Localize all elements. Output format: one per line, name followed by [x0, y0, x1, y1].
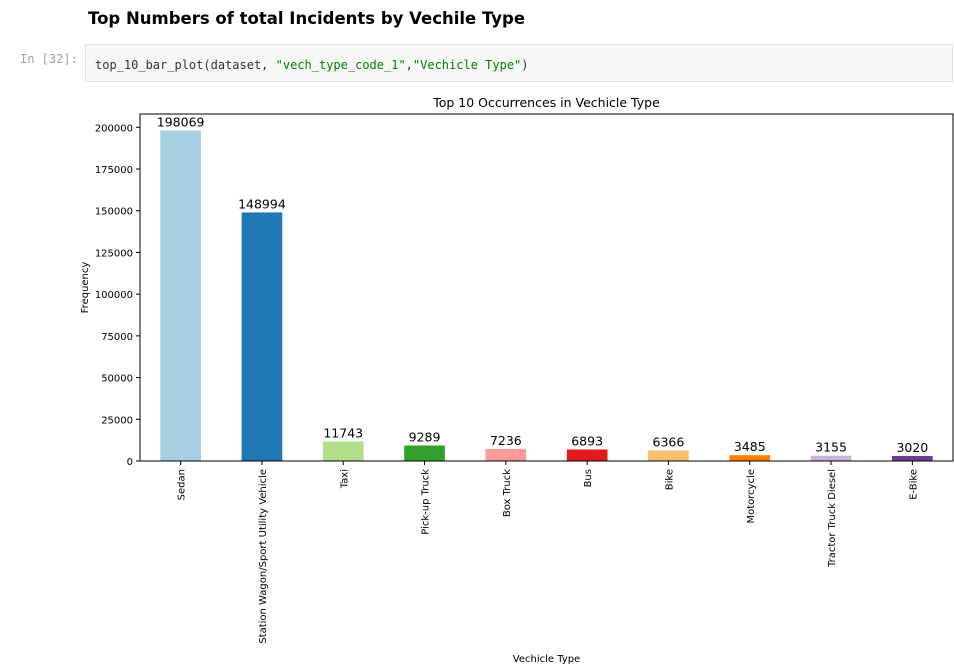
bar-value-label-2: 148994 [238, 196, 286, 211]
x-tick-label-4: Pick-up Truck [421, 469, 432, 535]
y-tick-label: 200000 [95, 123, 133, 134]
y-tick-label: 125000 [95, 248, 133, 259]
x-tick-label-5: Box Truck [502, 469, 513, 517]
bar-2 [241, 212, 283, 461]
markdown-heading: Top Numbers of total Incidents by Vechil… [88, 9, 526, 28]
bar-9 [810, 455, 852, 461]
y-tick-label: 175000 [95, 165, 133, 176]
bar-10 [892, 455, 933, 461]
bar-3 [322, 441, 364, 461]
bar-4 [404, 445, 445, 461]
x-tick-label-6: Bus [583, 469, 594, 487]
cell-output: Top 10 Occurrences in Vechicle Type 19806… [0, 88, 954, 672]
code-close-paren: ) [521, 58, 529, 72]
x-tick-label-10: E-Bike [908, 469, 919, 500]
x-tick-label-8: Motorcycle [746, 469, 757, 524]
x-tick-label-2: Station Wagon/Sport Utility Vehicle [258, 469, 269, 644]
cell-prompt: In [32]: [20, 52, 78, 66]
bar-1 [160, 130, 201, 461]
bar-value-label-8: 3485 [734, 439, 766, 454]
bar-7 [648, 450, 689, 461]
bar-value-label-9: 3155 [815, 440, 847, 455]
x-tick-label-1: Sedan [177, 469, 188, 500]
bar-value-label-10: 3020 [896, 440, 928, 455]
bar-5 [485, 448, 527, 461]
x-tick-label-7: Bike [664, 469, 675, 490]
x-tick-label-9: Tractor Truck Diesel [827, 469, 838, 568]
code-string-column: "vech_type_code_1" [275, 58, 406, 72]
x-tick-label-3: Taxi [339, 469, 350, 489]
y-axis-label: Frequency [80, 262, 91, 314]
code-function-name: top_10_bar_plot [95, 58, 204, 72]
plot-frame [139, 113, 954, 462]
x-axis-label: Vechicle Type [513, 654, 580, 665]
y-tick-label: 25000 [101, 415, 133, 426]
code-args: (dataset, [203, 58, 276, 72]
bar-value-label-5: 7236 [490, 433, 522, 448]
y-tick-label: 75000 [101, 332, 133, 343]
y-tick-label: 50000 [101, 374, 133, 385]
y-tick-label: 150000 [95, 207, 133, 218]
bar-value-label-7: 6366 [653, 434, 685, 449]
bar-6 [566, 449, 608, 461]
bar-value-label-3: 11743 [323, 425, 363, 440]
code-separator: , [405, 58, 413, 72]
bar-8 [729, 455, 771, 461]
bar-value-label-4: 9289 [409, 430, 441, 445]
bar-chart: Top 10 Occurrences in Vechicle Type 19806… [80, 95, 954, 665]
code-line: top_10_bar_plot(dataset, "vech_type_code… [95, 58, 529, 72]
y-tick-label: 0 [127, 457, 133, 468]
code-string-label: "Vechicle Type" [412, 58, 522, 72]
chart-title: Top 10 Occurrences in Vechicle Type [432, 95, 660, 110]
bar-value-label-6: 6893 [571, 433, 603, 448]
code-cell-input[interactable]: top_10_bar_plot(dataset, "vech_type_code… [85, 44, 953, 82]
bar-value-label-1: 198069 [157, 115, 205, 130]
y-tick-label: 100000 [95, 290, 133, 301]
